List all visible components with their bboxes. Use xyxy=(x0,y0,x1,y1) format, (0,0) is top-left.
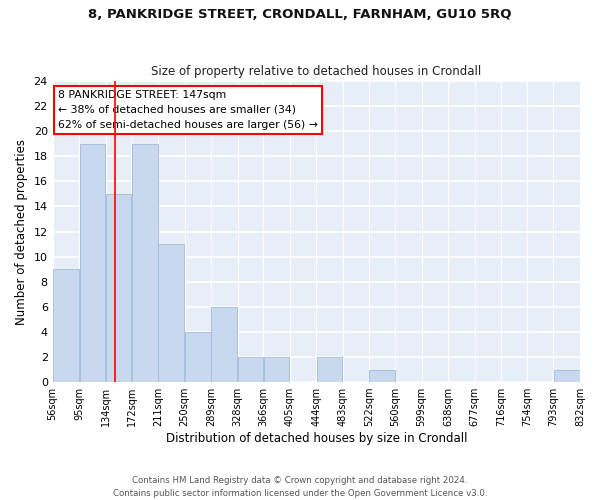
X-axis label: Distribution of detached houses by size in Crondall: Distribution of detached houses by size … xyxy=(166,432,467,445)
Bar xyxy=(53,269,79,382)
Title: Size of property relative to detached houses in Crondall: Size of property relative to detached ho… xyxy=(151,66,481,78)
Bar xyxy=(238,357,263,382)
Text: 8 PANKRIDGE STREET: 147sqm
← 38% of detached houses are smaller (34)
62% of semi: 8 PANKRIDGE STREET: 147sqm ← 38% of deta… xyxy=(58,90,318,130)
Bar xyxy=(80,144,105,382)
Bar xyxy=(106,194,131,382)
Bar xyxy=(554,370,580,382)
Y-axis label: Number of detached properties: Number of detached properties xyxy=(15,138,28,324)
Bar xyxy=(211,307,237,382)
Text: 8, PANKRIDGE STREET, CRONDALL, FARNHAM, GU10 5RQ: 8, PANKRIDGE STREET, CRONDALL, FARNHAM, … xyxy=(88,8,512,20)
Text: Contains HM Land Registry data © Crown copyright and database right 2024.
Contai: Contains HM Land Registry data © Crown c… xyxy=(113,476,487,498)
Bar xyxy=(264,357,289,382)
Bar xyxy=(185,332,211,382)
Bar xyxy=(317,357,343,382)
Bar xyxy=(132,144,158,382)
Bar xyxy=(158,244,184,382)
Bar xyxy=(370,370,395,382)
